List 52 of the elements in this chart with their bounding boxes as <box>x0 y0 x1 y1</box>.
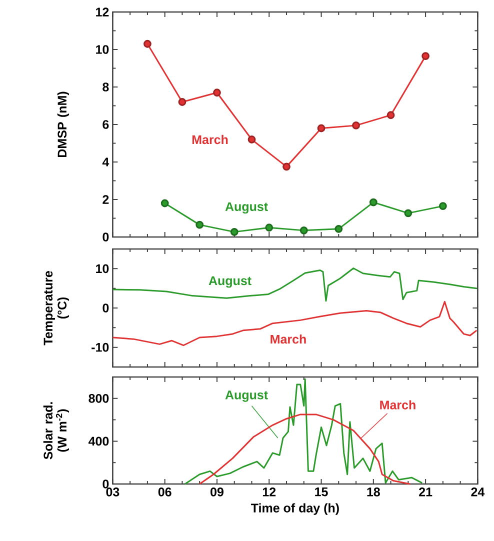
point <box>265 224 274 232</box>
point <box>352 121 360 130</box>
y-tick-label: 8 <box>102 82 109 92</box>
y-tick-label: 6 <box>102 120 109 129</box>
y-tick-label: -10 <box>92 342 109 352</box>
point <box>178 98 186 106</box>
line-series <box>184 378 423 485</box>
x-axis-title: Time of day (h) <box>251 503 339 515</box>
y-tick-label: 2 <box>102 195 109 204</box>
x-tick-label: 06 <box>158 488 172 496</box>
point <box>404 209 412 218</box>
y-tick-label: 10 <box>96 45 109 54</box>
series-label: March <box>270 334 306 344</box>
y-tick-label: 0 <box>102 480 109 488</box>
y-axis-title: Temperature (°C) <box>44 271 70 346</box>
point <box>160 199 169 208</box>
x-tick-label: 21 <box>419 488 432 496</box>
x-tick-label: 24 <box>471 488 485 496</box>
y-tick-label: 400 <box>88 436 109 446</box>
y-tick-label: 4 <box>102 158 110 166</box>
point <box>334 224 343 233</box>
y-tick-label: 10 <box>96 264 109 274</box>
text: March <box>380 400 416 410</box>
x-tick-label: 15 <box>315 488 328 496</box>
point <box>196 220 204 229</box>
point <box>230 228 238 236</box>
point <box>282 162 290 171</box>
line-series <box>112 300 478 346</box>
y-tick-label: 0 <box>102 304 109 312</box>
point <box>386 111 395 120</box>
point <box>317 124 326 132</box>
y-tick-label: 800 <box>88 394 109 403</box>
point <box>248 136 256 144</box>
y-tick-label: 12 <box>96 8 109 16</box>
x-tick-label: 12 <box>262 488 276 496</box>
series-label: August <box>208 276 252 288</box>
series-label: August <box>225 390 268 402</box>
point <box>213 88 221 97</box>
series-label: March <box>192 134 228 144</box>
point <box>300 226 308 234</box>
point <box>422 52 430 60</box>
point <box>369 198 378 206</box>
series-label: August <box>225 202 268 214</box>
x-tick-label: 18 <box>367 488 380 496</box>
x-tick-label: 03 <box>106 488 120 496</box>
line-series <box>112 268 478 302</box>
line-series <box>198 414 411 485</box>
point <box>438 202 447 210</box>
x-tick-label: 09 <box>210 488 224 496</box>
y-tick-label: 0 <box>102 232 109 242</box>
y-axis-title: DMSP (nM) <box>57 92 70 157</box>
point <box>144 40 152 48</box>
